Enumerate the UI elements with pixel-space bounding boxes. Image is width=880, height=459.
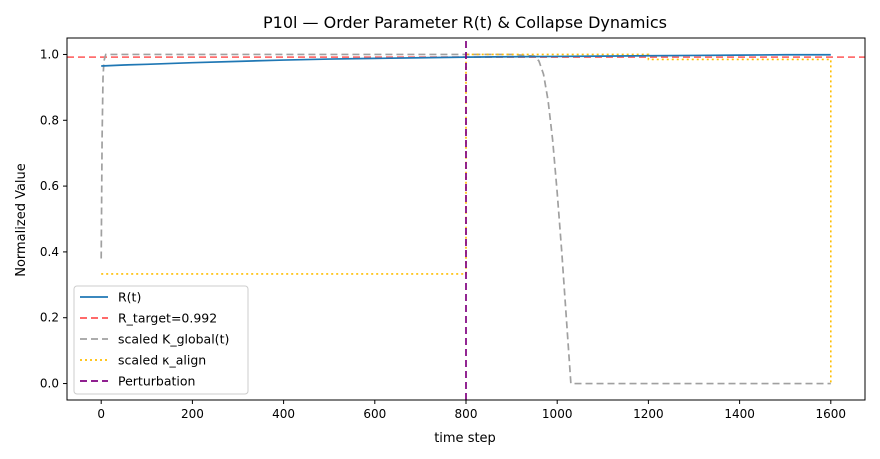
chart-title: P10l — Order Parameter R(t) & Collapse D…	[263, 13, 667, 32]
series-line-3	[101, 53, 832, 384]
y-tick-label: 0.8	[40, 113, 59, 127]
x-tick-label: 1600	[816, 407, 847, 421]
y-tick-label: 1.0	[40, 47, 59, 61]
series-line-0	[101, 53, 831, 67]
y-axis-label: Normalized Value	[14, 163, 29, 277]
y-tick-label: 0.2	[40, 311, 59, 325]
legend-label-3: scaled κ_align	[118, 353, 206, 368]
axis-ticks: 0 200 400 600 800 1000 1200 1400 1600 0.0 0.2 0.4 0.…	[40, 47, 846, 421]
y-tick-label: 0.4	[40, 245, 59, 259]
legend-label-4: Perturbation	[118, 374, 195, 389]
y-tick-label: 0.6	[40, 179, 59, 193]
x-tick-label: 1400	[724, 407, 755, 421]
x-tick-label: 1000	[542, 407, 573, 421]
x-tick-label: 200	[181, 407, 204, 421]
x-tick-label: 1200	[633, 407, 664, 421]
legend-label-2: scaled K_global(t)	[118, 332, 229, 347]
legend-label-1: R_target=0.992	[118, 311, 217, 326]
x-tick-label: 0	[97, 407, 105, 421]
x-tick-label: 400	[272, 407, 295, 421]
x-tick-label: 800	[455, 407, 478, 421]
x-axis-label: time step	[434, 431, 496, 446]
legend-label-0: R(t)	[118, 290, 141, 305]
y-tick-label: 0.0	[40, 377, 59, 391]
legend-box	[73, 285, 249, 395]
x-tick-label: 600	[363, 407, 386, 421]
